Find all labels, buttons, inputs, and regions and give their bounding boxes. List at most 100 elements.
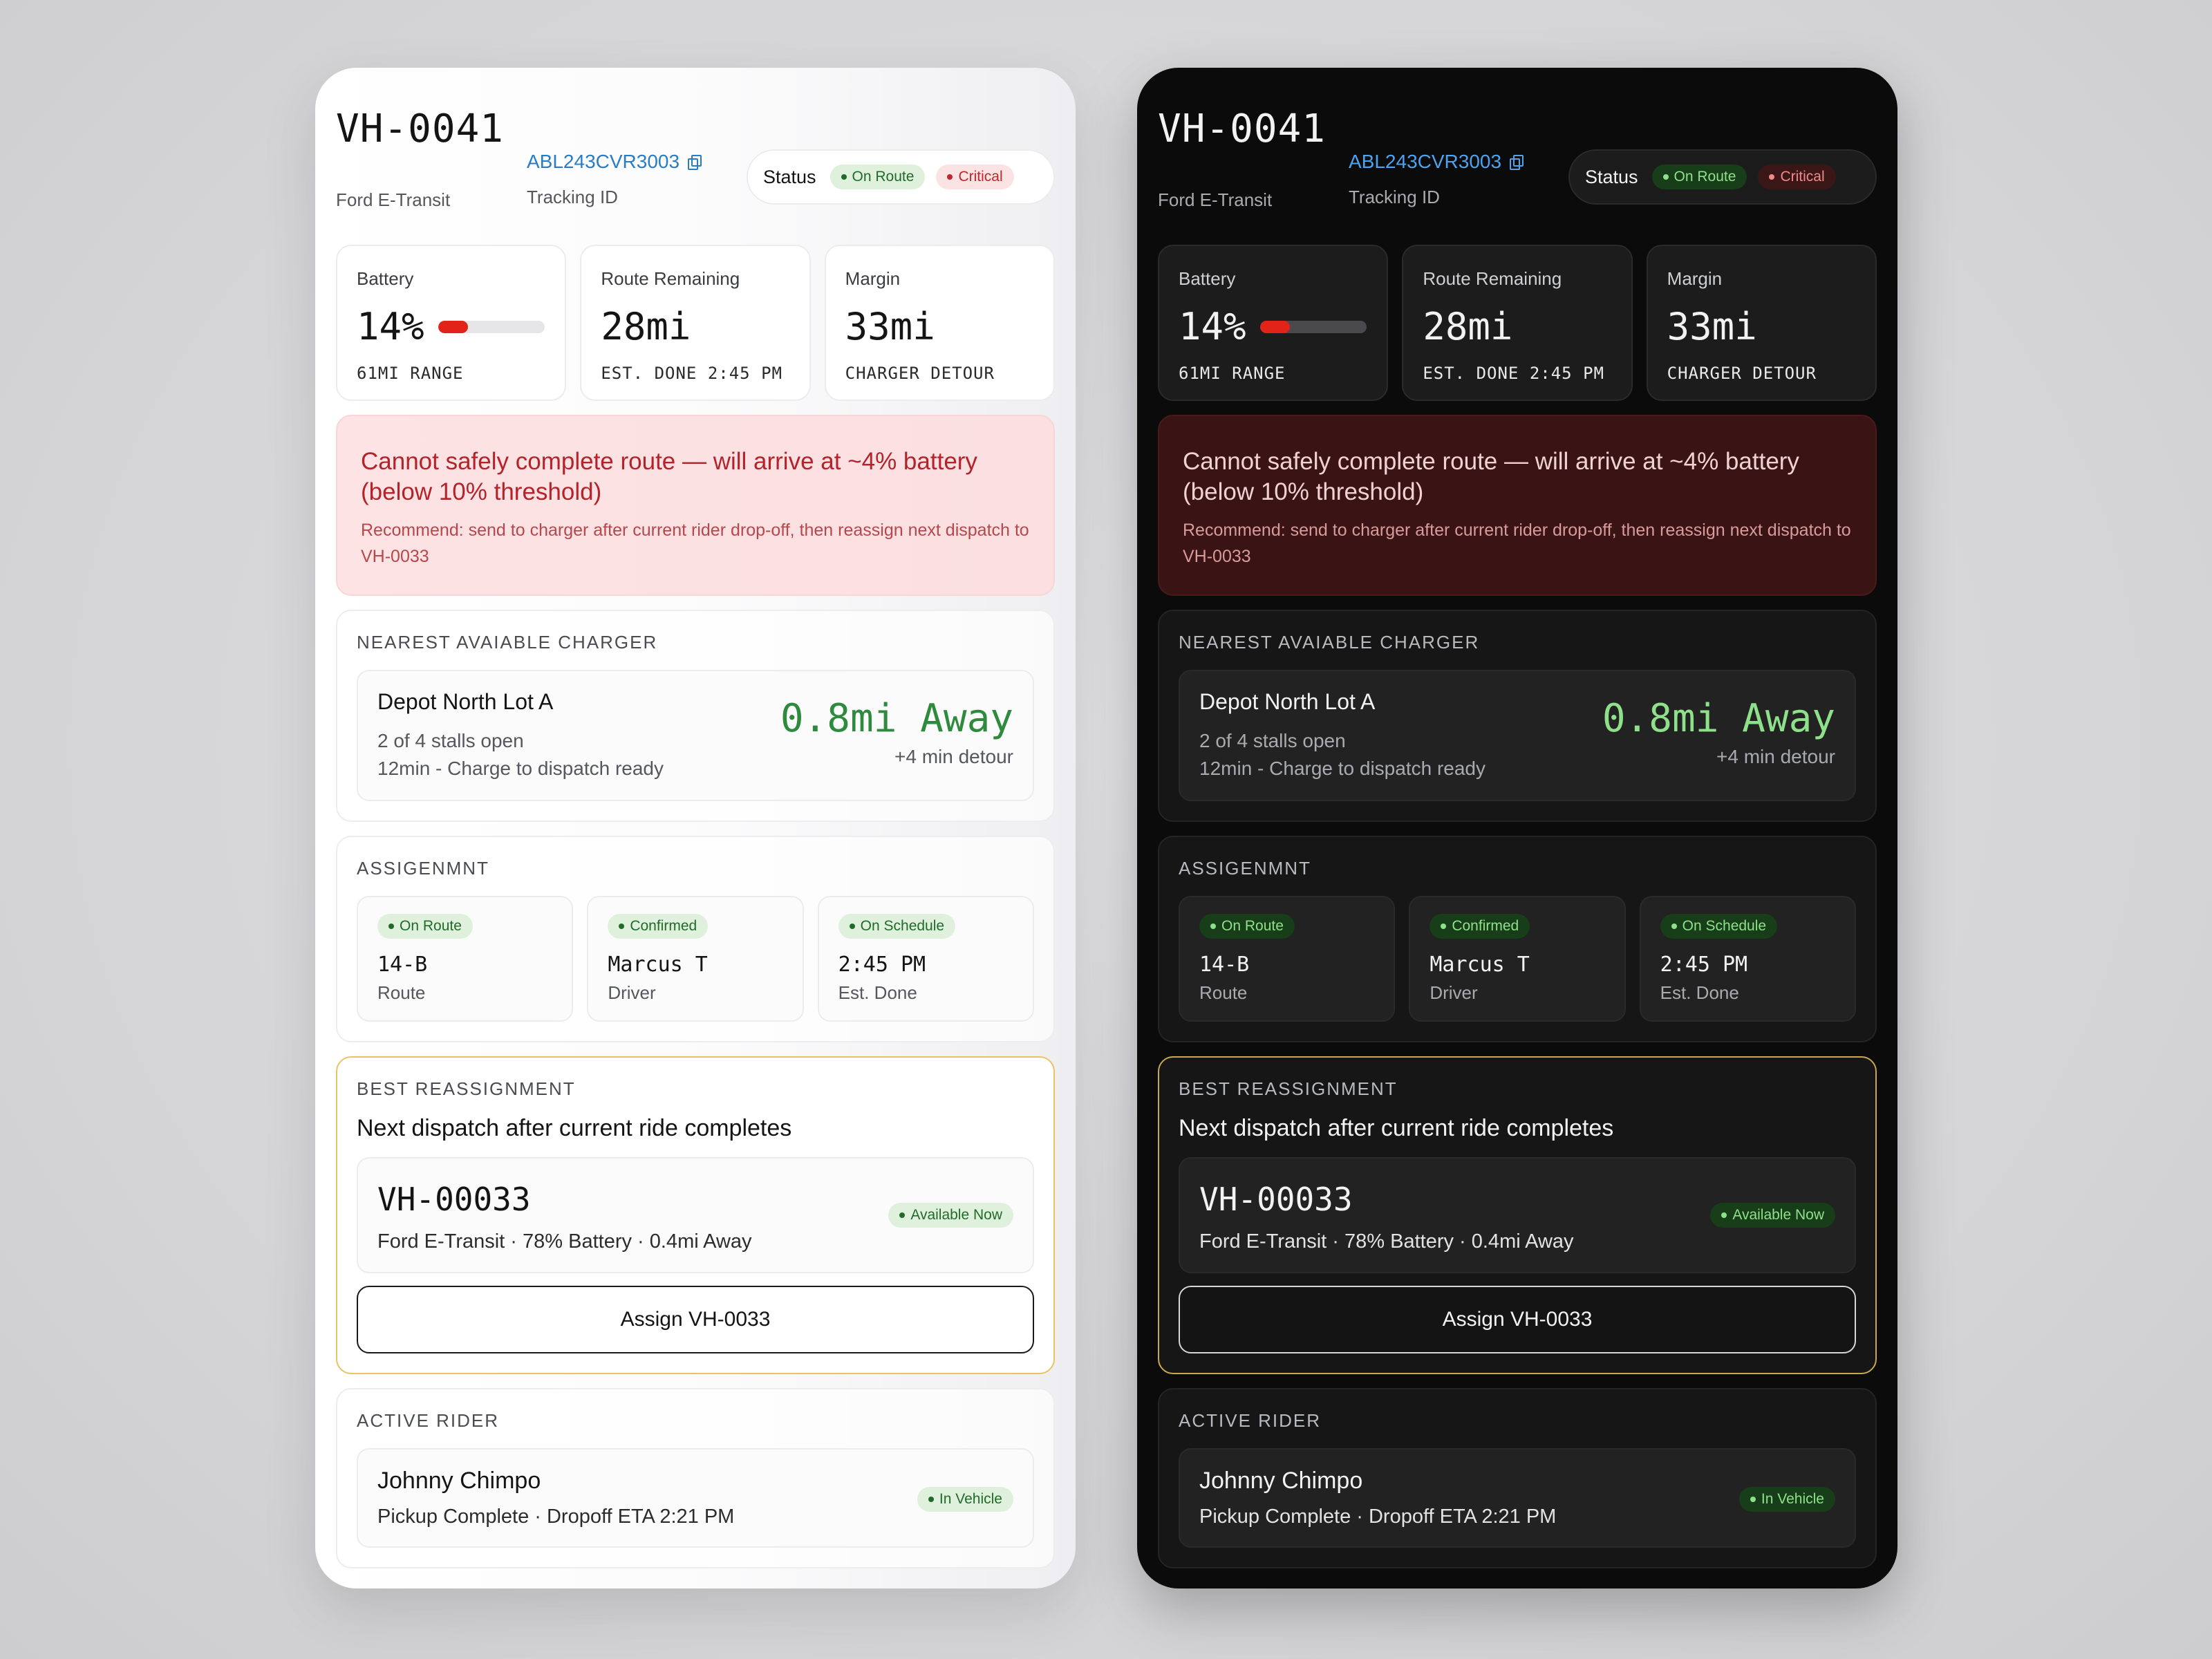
metric-battery: Battery 14% 61MI RANGE [1158,245,1389,401]
active-rider-section: ACTIVE RIDER Johnny Chimpo Pickup Comple… [336,1388,1055,1568]
charger-detour: +4 min detour [894,746,1013,767]
charger-card[interactable]: Depot North Lot A 2 of 4 stalls open 12m… [357,670,1034,801]
section-title: ASSIGENMNT [357,858,489,879]
charger-section: NEAREST AVAIABLE CHARGER Depot North Lot… [336,610,1055,822]
metric-route-remaining: Route Remaining 28mi EST. DONE 2:45 PM [1402,245,1633,401]
charger-distance: 0.8mi Away [780,696,1013,741]
dot-icon [947,174,953,180]
rider-name: Johnny Chimpo [1199,1468,1363,1494]
metrics-row: Battery 14% 61MI RANGE Route Remaining 2… [1158,245,1877,401]
reassignment-vehicle-id: VH-00033 [1199,1181,1353,1218]
assignment-row: On Route 14-B Route Confirmed Marcus T D… [357,896,1034,1022]
metric-sub: EST. DONE 2:45 PM [601,364,782,383]
assignment-label: Driver [608,982,656,1003]
status-badge: On Schedule [838,914,956,939]
dot-icon [899,1212,906,1218]
metric-sub: EST. DONE 2:45 PM [1423,364,1604,383]
charger-charge-time: 12min - Charge to dispatch ready [377,758,664,779]
section-title: ACTIVE RIDER [357,1410,500,1431]
status-badge: Confirmed [608,914,709,939]
vehicle-header: VH-0041 Ford E-Transit ABL243CVR3003 Tra… [336,106,1055,245]
status-badge-on-route: On Route [1651,165,1747,189]
alert-title: Cannot safely complete route — will arri… [361,448,977,505]
assignment-route: On Route 14-B Route [1179,896,1396,1022]
dot-icon [1721,1212,1727,1218]
alert-body: Recommend: send to charger after current… [361,521,1029,566]
tracking-id-label: Tracking ID [527,187,618,207]
battery-percent: 14% [357,305,424,348]
badge-text: Available Now [1732,1207,1824,1223]
badge-text: On Schedule [860,918,945,934]
status-badge-in-vehicle: In Vehicle [1738,1487,1835,1512]
tracking-id-value: ABL243CVR3003 [527,151,680,172]
assignment-label: Route [377,982,426,1003]
metric-label: Margin [845,268,901,289]
status-label: Status [1585,166,1638,187]
badge-text: Available Now [910,1207,1002,1223]
reassignment-vehicle-card[interactable]: VH-00033 Ford E-Transit · 78% Battery · … [1179,1157,1856,1273]
assignment-est-done: On Schedule 2:45 PM Est. Done [1639,896,1856,1022]
charger-stalls: 2 of 4 stalls open [377,730,524,751]
tracking-id-value: ABL243CVR3003 [1349,151,1502,172]
assignment-section: ASSIGENMNT On Route 14-B Route Confirmed… [336,836,1055,1042]
rider-name: Johnny Chimpo [377,1468,541,1494]
rider-card[interactable]: Johnny Chimpo Pickup Complete · Dropoff … [357,1448,1034,1548]
copy-icon[interactable] [688,155,702,170]
copy-icon[interactable] [1510,155,1524,170]
vehicle-model: Ford E-Transit [336,189,451,210]
metric-label: Margin [1667,268,1723,289]
assignment-route: On Route 14-B Route [357,896,574,1022]
dot-icon [619,924,625,929]
charger-charge-time: 12min - Charge to dispatch ready [1199,758,1485,779]
status-badge: On Schedule [1660,914,1778,939]
tracking-id[interactable]: ABL243CVR3003 [1349,151,1524,173]
metric-sub: 61MI RANGE [1179,364,1286,383]
status-badge-critical: Critical [1758,165,1836,189]
badge-text: On Route [1674,169,1736,185]
vehicle-model: Ford E-Transit [1158,189,1273,210]
assignment-est-done: On Schedule 2:45 PM Est. Done [817,896,1034,1022]
metric-margin: Margin 33mi CHARGER DETOUR [824,245,1055,401]
reassignment-vehicle-card[interactable]: VH-00033 Ford E-Transit · 78% Battery · … [357,1157,1034,1273]
dot-icon [849,924,855,929]
dot-icon [928,1497,934,1502]
dot-icon [388,924,394,929]
charger-card[interactable]: Depot North Lot A 2 of 4 stalls open 12m… [1179,670,1856,801]
assignment-label: Driver [1430,982,1478,1003]
metric-route-remaining: Route Remaining 28mi EST. DONE 2:45 PM [580,245,811,401]
metric-label: Battery [357,268,414,289]
badge-text: On Schedule [1682,918,1767,934]
vehicle-panel-light: VH-0041 Ford E-Transit ABL243CVR3003 Tra… [315,68,1076,1588]
status-box: Status On Route Critical [747,149,1055,205]
metric-value: 28mi [601,305,691,348]
status-badge-in-vehicle: In Vehicle [917,1487,1013,1512]
status-badge-available: Available Now [888,1203,1013,1228]
assign-button[interactable]: Assign VH-0033 [1179,1286,1856,1353]
active-rider-section: ACTIVE RIDER Johnny Chimpo Pickup Comple… [1158,1388,1877,1568]
badge-text: Confirmed [1452,918,1519,934]
metric-label: Route Remaining [601,268,740,289]
battery-bar-fill [1259,320,1290,333]
reassignment-vehicle-info: Ford E-Transit · 78% Battery · 0.4mi Awa… [1199,1230,1574,1253]
rider-card[interactable]: Johnny Chimpo Pickup Complete · Dropoff … [1179,1448,1856,1548]
assignment-value: 14-B [1199,953,1250,977]
reassignment-headline: Next dispatch after current ride complet… [357,1115,792,1141]
reassignment-vehicle-id: VH-00033 [377,1181,531,1218]
dot-icon [1210,924,1216,929]
alert-title: Cannot safely complete route — will arri… [1183,448,1799,505]
battery-bar [1259,320,1367,333]
tracking-id[interactable]: ABL243CVR3003 [527,151,702,173]
badge-text: In Vehicle [1761,1491,1824,1507]
rider-info: Pickup Complete · Dropoff ETA 2:21 PM [377,1506,735,1528]
reassignment-section: BEST REASSIGNMENT Next dispatch after cu… [1158,1056,1877,1374]
section-title: ASSIGENMNT [1179,858,1311,879]
assignment-value: 2:45 PM [1660,953,1748,977]
metric-value: 33mi [845,305,935,348]
assign-button[interactable]: Assign VH-0033 [357,1286,1034,1353]
reassignment-vehicle-info: Ford E-Transit · 78% Battery · 0.4mi Awa… [377,1230,752,1253]
tracking-id-label: Tracking ID [1349,187,1440,207]
charger-stalls: 2 of 4 stalls open [1199,730,1346,751]
metric-value: 14% [1179,305,1367,348]
assignment-driver: Confirmed Marcus T Driver [587,896,804,1022]
reassignment-section: BEST REASSIGNMENT Next dispatch after cu… [336,1056,1055,1374]
